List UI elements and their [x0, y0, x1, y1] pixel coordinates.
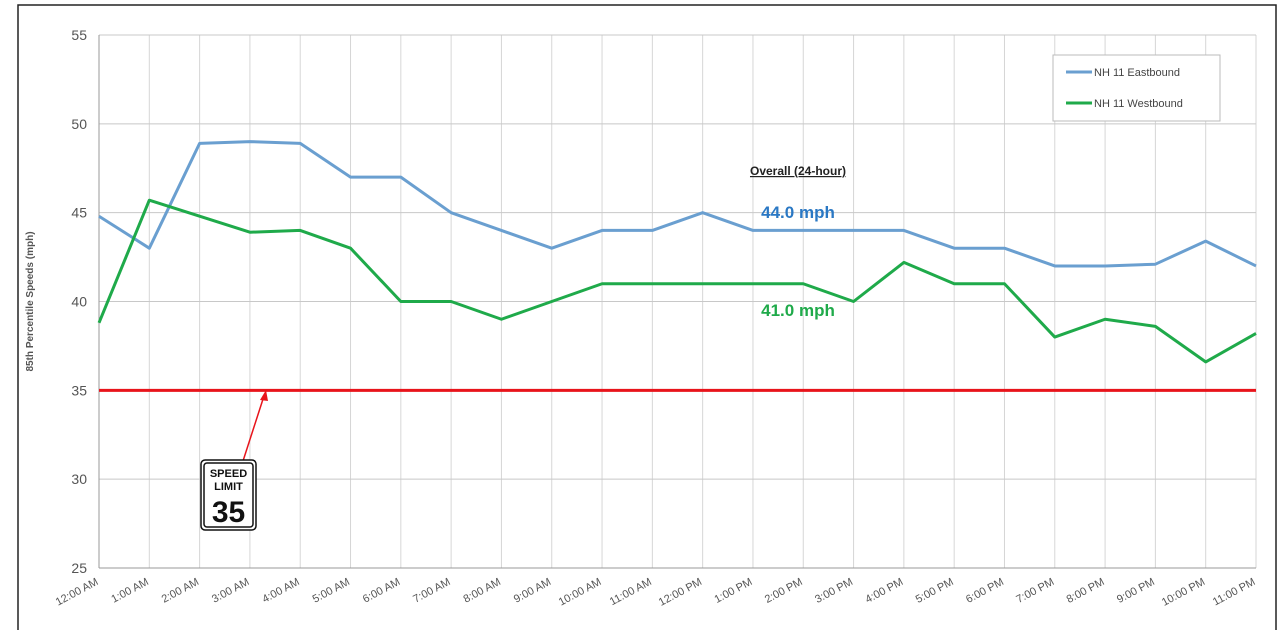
y-tick-label: 35	[71, 382, 87, 398]
annotation-title: Overall (24-hour)	[750, 164, 846, 178]
y-tick-label: 25	[71, 560, 87, 576]
sign-number: 35	[212, 496, 245, 529]
annotation-eastbound: 44.0 mph	[761, 203, 835, 222]
y-tick-label: 45	[71, 205, 87, 221]
series-line	[97, 198, 1257, 364]
sign-arrowhead	[260, 390, 268, 401]
y-axis-label: 85th Percentile Speeds (mph)	[25, 231, 36, 371]
annotation-westbound: 41.0 mph	[761, 301, 835, 320]
legend-label: NH 11 Westbound	[1094, 98, 1183, 110]
y-tick-label: 50	[71, 116, 87, 132]
y-tick-label: 40	[71, 294, 87, 310]
y-tick-label: 55	[71, 27, 87, 43]
sign-arrow	[242, 395, 265, 462]
sign	[200, 459, 257, 531]
series-line	[98, 140, 1257, 268]
sign-text: SPEED	[210, 468, 247, 480]
y-tick-label: 30	[71, 471, 87, 487]
legend-label: NH 11 Eastbound	[1094, 67, 1180, 79]
sign-inner	[203, 462, 254, 528]
legend-box	[1052, 54, 1221, 122]
sign-text: LIMIT	[214, 481, 243, 493]
